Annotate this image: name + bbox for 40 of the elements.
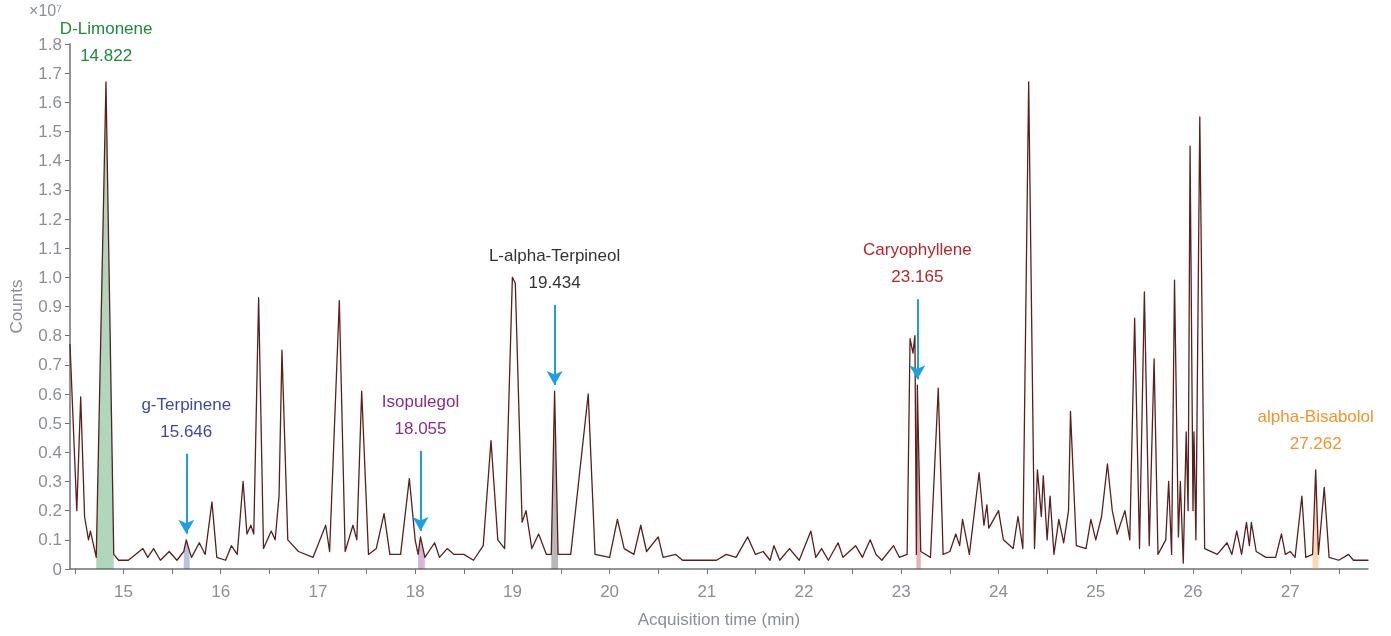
y-tick-label: 1.4 — [38, 151, 62, 171]
y-tick-label: 0.6 — [38, 384, 62, 404]
y-tick-label: 0.2 — [38, 501, 62, 521]
x-tick-label: 27 — [1280, 582, 1300, 601]
y-tick-label: 0.1 — [38, 530, 62, 550]
annotation: Caryophyllene 23.165 — [863, 240, 972, 287]
y-tick-label: 0.7 — [38, 355, 62, 375]
y-tick-label: 0.4 — [38, 442, 62, 462]
x-tick-label: 15 — [114, 582, 133, 601]
y-tick-label: 0.8 — [38, 326, 62, 346]
y-tick-label: 1.7 — [38, 63, 62, 83]
x-tick-label: 23 — [891, 582, 911, 601]
x-axis-title: Acquisition time (min) — [637, 610, 801, 629]
y-tick-label: 1.5 — [38, 122, 62, 141]
annotation: alpha-Bisabolol 27.262 — [1257, 406, 1374, 453]
annotation: g-Terpinene 15.646 — [141, 394, 232, 441]
y-tick-label: 0.9 — [38, 297, 62, 316]
y-tick-label: 1.2 — [38, 209, 62, 229]
y-tick-label: 0.3 — [38, 472, 62, 491]
x-tick-label: 21 — [697, 582, 717, 601]
y-tick-label: 1.1 — [38, 238, 62, 258]
x-tick-label: 20 — [600, 582, 620, 601]
y-axis-title: Counts — [7, 279, 26, 334]
annotation: L-alpha-Terpineol 19.434 — [488, 246, 621, 293]
x-tick-label: 24 — [989, 582, 1008, 601]
y-tick-label: 0.5 — [38, 413, 62, 433]
x-tick-label: 16 — [211, 582, 231, 601]
x-tick-label: 22 — [794, 582, 814, 601]
x-tick-label: 26 — [1183, 582, 1203, 601]
x-tick-label: 17 — [308, 582, 328, 601]
text: ×10⁷ — [29, 1, 63, 19]
y-tick-label: 1.3 — [38, 180, 62, 200]
x-tick-label: 25 — [1086, 582, 1106, 601]
x-tick-label: 19 — [502, 582, 522, 601]
y-tick-label: 0 — [52, 559, 62, 579]
x-tick-label: 18 — [405, 582, 425, 601]
y-tick-label: 1.0 — [38, 267, 62, 287]
annotation: Isopulegol 18.055 — [381, 391, 460, 438]
y-tick-label: 1.8 — [38, 34, 62, 54]
y-tick-label: 1.6 — [38, 92, 62, 112]
